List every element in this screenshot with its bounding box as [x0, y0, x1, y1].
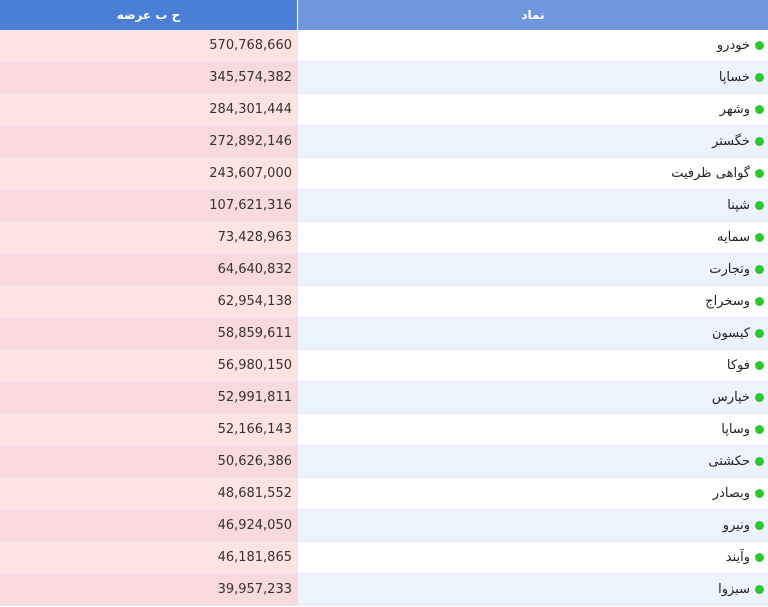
symbol-cell[interactable]: وساپا — [298, 414, 768, 445]
status-dot-icon — [755, 425, 764, 434]
symbol-cell[interactable]: خپارس — [298, 382, 768, 413]
symbol-label[interactable]: شپنا — [727, 198, 750, 213]
table-row[interactable]: 107,621,316 شپنا — [0, 190, 768, 222]
status-dot-icon — [755, 201, 764, 210]
symbol-label[interactable]: سمایه — [717, 230, 750, 245]
symbol-label[interactable]: کیسون — [712, 326, 750, 341]
supply-value-cell: 345,574,382 — [0, 62, 298, 93]
status-dot-icon — [755, 521, 764, 530]
status-dot-icon — [755, 41, 764, 50]
supply-value-cell: 570,768,660 — [0, 30, 298, 61]
table-row[interactable]: 58,859,611 کیسون — [0, 318, 768, 350]
symbol-label[interactable]: حکشتی — [708, 454, 750, 469]
symbol-label[interactable]: وسخراج — [705, 294, 750, 309]
supply-value-cell: 107,621,316 — [0, 190, 298, 221]
supply-value-cell: 52,166,143 — [0, 414, 298, 445]
symbol-cell[interactable]: خساپا — [298, 62, 768, 93]
status-dot-icon — [755, 457, 764, 466]
symbol-cell[interactable]: ونیرو — [298, 510, 768, 541]
status-dot-icon — [755, 329, 764, 338]
symbol-cell[interactable]: فوکا — [298, 350, 768, 381]
table-row[interactable]: 52,991,811 خپارس — [0, 382, 768, 414]
table-row[interactable]: 52,166,143 وساپا — [0, 414, 768, 446]
table-row[interactable]: 50,626,386 حکشتی — [0, 446, 768, 478]
supply-value-cell: 46,181,865 — [0, 542, 298, 573]
status-dot-icon — [755, 137, 764, 146]
symbol-label[interactable]: خگستر — [712, 134, 750, 149]
supply-value-cell: 284,301,444 — [0, 94, 298, 125]
table-row[interactable]: 570,768,660 خودرو — [0, 30, 768, 62]
supply-value-cell: 62,954,138 — [0, 286, 298, 317]
table-row[interactable]: 243,607,000 گواهی ظرفیت — [0, 158, 768, 190]
table-row[interactable]: 345,574,382 خساپا — [0, 62, 768, 94]
symbol-label[interactable]: خپارس — [711, 390, 750, 405]
table-row[interactable]: 56,980,150 فوکا — [0, 350, 768, 382]
supply-value-cell: 73,428,963 — [0, 222, 298, 253]
symbol-cell[interactable]: سمایه — [298, 222, 768, 253]
symbol-cell[interactable]: گواهی ظرفیت — [298, 158, 768, 189]
symbol-cell[interactable]: حکشتی — [298, 446, 768, 477]
symbol-cell[interactable]: وآیند — [298, 542, 768, 573]
table-row[interactable]: 73,428,963 سمایه — [0, 222, 768, 254]
supply-value-cell: 39,957,233 — [0, 574, 298, 605]
status-dot-icon — [755, 73, 764, 82]
supply-value-cell: 272,892,146 — [0, 126, 298, 157]
symbol-label[interactable]: خودرو — [716, 38, 750, 53]
table-row[interactable]: 46,181,865 وآیند — [0, 542, 768, 574]
supply-value-cell: 48,681,552 — [0, 478, 298, 509]
symbol-label[interactable]: وشهر — [719, 102, 750, 117]
table-row[interactable]: 46,924,050 ونیرو — [0, 510, 768, 542]
table-row[interactable]: 64,640,832 وتجارت — [0, 254, 768, 286]
status-dot-icon — [755, 585, 764, 594]
status-dot-icon — [755, 553, 764, 562]
symbol-label[interactable]: وتجارت — [709, 262, 750, 277]
symbol-cell[interactable]: سبزوا — [298, 574, 768, 605]
supply-value-cell: 46,924,050 — [0, 510, 298, 541]
status-dot-icon — [755, 393, 764, 402]
column-header-symbol[interactable]: نماد — [298, 0, 768, 30]
table-row[interactable]: 284,301,444 وشهر — [0, 94, 768, 126]
symbol-label[interactable]: وآیند — [725, 550, 750, 565]
column-header-supply-value[interactable]: ح ب عرضه — [0, 0, 298, 30]
supply-value-cell: 52,991,811 — [0, 382, 298, 413]
symbol-cell[interactable]: وبصادر — [298, 478, 768, 509]
supply-value-cell: 64,640,832 — [0, 254, 298, 285]
symbol-label[interactable]: ونیرو — [722, 518, 750, 533]
symbol-cell[interactable]: وسخراج — [298, 286, 768, 317]
supply-value-cell: 243,607,000 — [0, 158, 298, 189]
symbol-label[interactable]: فوکا — [726, 358, 750, 373]
symbol-cell[interactable]: وشهر — [298, 94, 768, 125]
symbol-cell[interactable]: شپنا — [298, 190, 768, 221]
status-dot-icon — [755, 361, 764, 370]
table-row[interactable]: 39,957,233 سبزوا — [0, 574, 768, 606]
symbol-label[interactable]: گواهی ظرفیت — [671, 166, 750, 181]
symbol-cell[interactable]: کیسون — [298, 318, 768, 349]
supply-value-cell: 56,980,150 — [0, 350, 298, 381]
status-dot-icon — [755, 297, 764, 306]
status-dot-icon — [755, 265, 764, 274]
table-body: 570,768,660 خودرو 345,574,382 خساپا 284,301,… — [0, 30, 768, 606]
symbol-label[interactable]: خساپا — [718, 70, 750, 85]
symbol-cell[interactable]: وتجارت — [298, 254, 768, 285]
status-dot-icon — [755, 233, 764, 242]
table-header: ح ب عرضه نماد — [0, 0, 768, 30]
status-dot-icon — [755, 169, 764, 178]
table-row[interactable]: 48,681,552 وبصادر — [0, 478, 768, 510]
status-dot-icon — [755, 489, 764, 498]
status-dot-icon — [755, 105, 764, 114]
symbol-cell[interactable]: خگستر — [298, 126, 768, 157]
table-row[interactable]: 62,954,138 وسخراج — [0, 286, 768, 318]
supply-value-cell: 58,859,611 — [0, 318, 298, 349]
symbol-label[interactable]: وساپا — [721, 422, 750, 437]
symbol-label[interactable]: سبزوا — [718, 582, 750, 597]
symbol-cell[interactable]: خودرو — [298, 30, 768, 61]
symbol-label[interactable]: وبصادر — [712, 486, 750, 501]
table-row[interactable]: 272,892,146 خگستر — [0, 126, 768, 158]
supply-value-cell: 50,626,386 — [0, 446, 298, 477]
